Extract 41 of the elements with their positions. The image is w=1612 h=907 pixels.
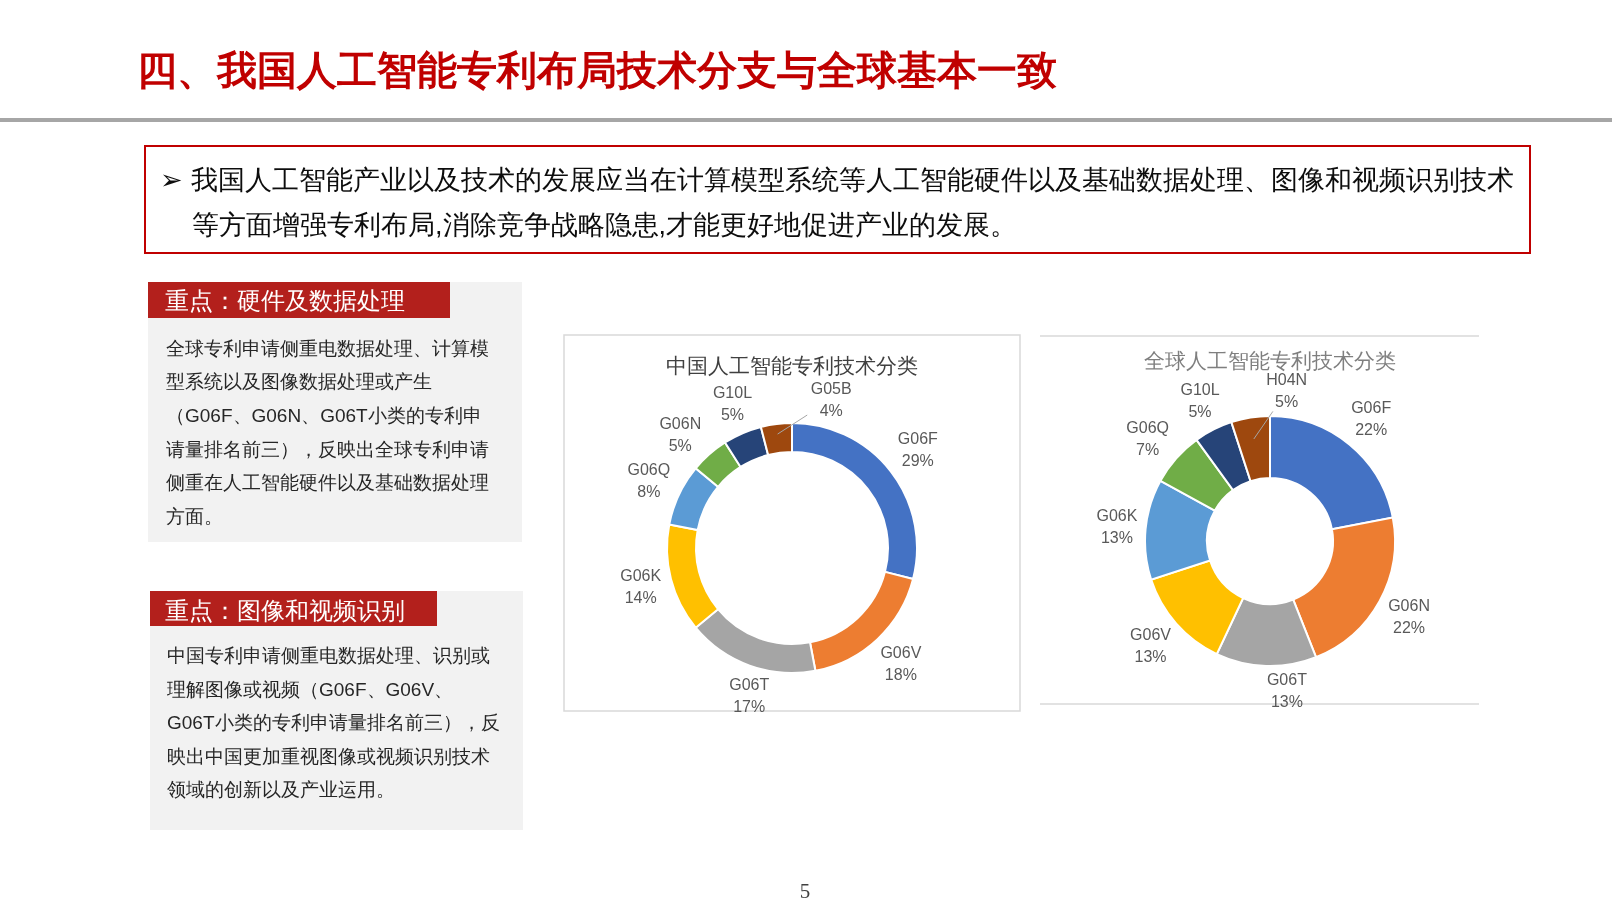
data-label: 5%	[668, 436, 692, 454]
slice-label: H04N	[1266, 371, 1308, 389]
slice-label: G06K	[620, 566, 662, 584]
text: 重点：硬件及数据处理	[165, 287, 405, 314]
text: ➢ 我国人工智能产业以及技术的发展应当在计算模型系统等人工智能硬件以及基础数据处理、图像和视频识别技术等方面增强专利布局,消除竞争战略隐患,才能更好地促进产业的发展。	[160, 165, 1514, 240]
data-label: 5%	[1275, 393, 1299, 411]
text: 中国专利申请侧重电数据处理、识别或理解图像或视频（G06F、G06V、G06T小类的专利申请量排名前三），反映出中国更加重视图像或视频识别技术领域的创新以及产业运用。	[167, 645, 500, 800]
data-label: 13%	[1100, 528, 1133, 546]
data-label: 29%	[901, 452, 934, 470]
data-label: 14%	[624, 588, 657, 606]
slice-label: G06Q	[1126, 419, 1169, 437]
slice-label: G06K	[1096, 506, 1138, 524]
data-label: 13%	[1134, 648, 1167, 666]
data-label: 4%	[819, 401, 843, 419]
data-label: 8%	[637, 482, 661, 500]
slice-label: G06N	[1388, 597, 1430, 615]
slice-label: G06F	[897, 430, 939, 448]
data-label: 13%	[1270, 692, 1303, 710]
slice-label: G06N	[659, 414, 702, 432]
data-label: 7%	[1136, 441, 1160, 459]
text: 5	[799, 879, 811, 903]
chart-title: 中国人工智能专利技术分类	[666, 354, 918, 377]
slice-label: G06Q	[627, 460, 671, 478]
data-label: 22%	[1393, 619, 1426, 637]
slice-label: G10L	[1180, 380, 1220, 398]
slice-label: G06V	[880, 643, 922, 661]
data-label: 17%	[733, 697, 766, 715]
text: 重点：图像和视频识别	[165, 597, 405, 624]
text: 四、我国人工智能专利布局技术分支与全球基本一致	[137, 48, 1057, 92]
slice-label: G06T	[1266, 670, 1308, 688]
slice-label: G06T	[729, 675, 770, 693]
text: 全球专利申请侧重电数据处理、计算模型系统以及图像数据处理或产生（G06F、G06N、G06T小类的专利申请量排名前三），反映出全球专利申请侧重在人工智能硬件以及基础数据处理方面。	[166, 337, 489, 527]
slice-label: G06V	[1130, 626, 1172, 644]
data-label: 5%	[720, 406, 745, 424]
data-label: 18%	[884, 665, 917, 683]
data-label: 22%	[1355, 420, 1388, 438]
slice-label: G10L	[712, 384, 753, 402]
data-label: 5%	[1188, 402, 1212, 420]
slice-label: G05B	[810, 379, 852, 397]
chart-title: 全球人工智能专利技术分类	[1144, 349, 1396, 372]
slice-label: G06F	[1351, 398, 1392, 416]
